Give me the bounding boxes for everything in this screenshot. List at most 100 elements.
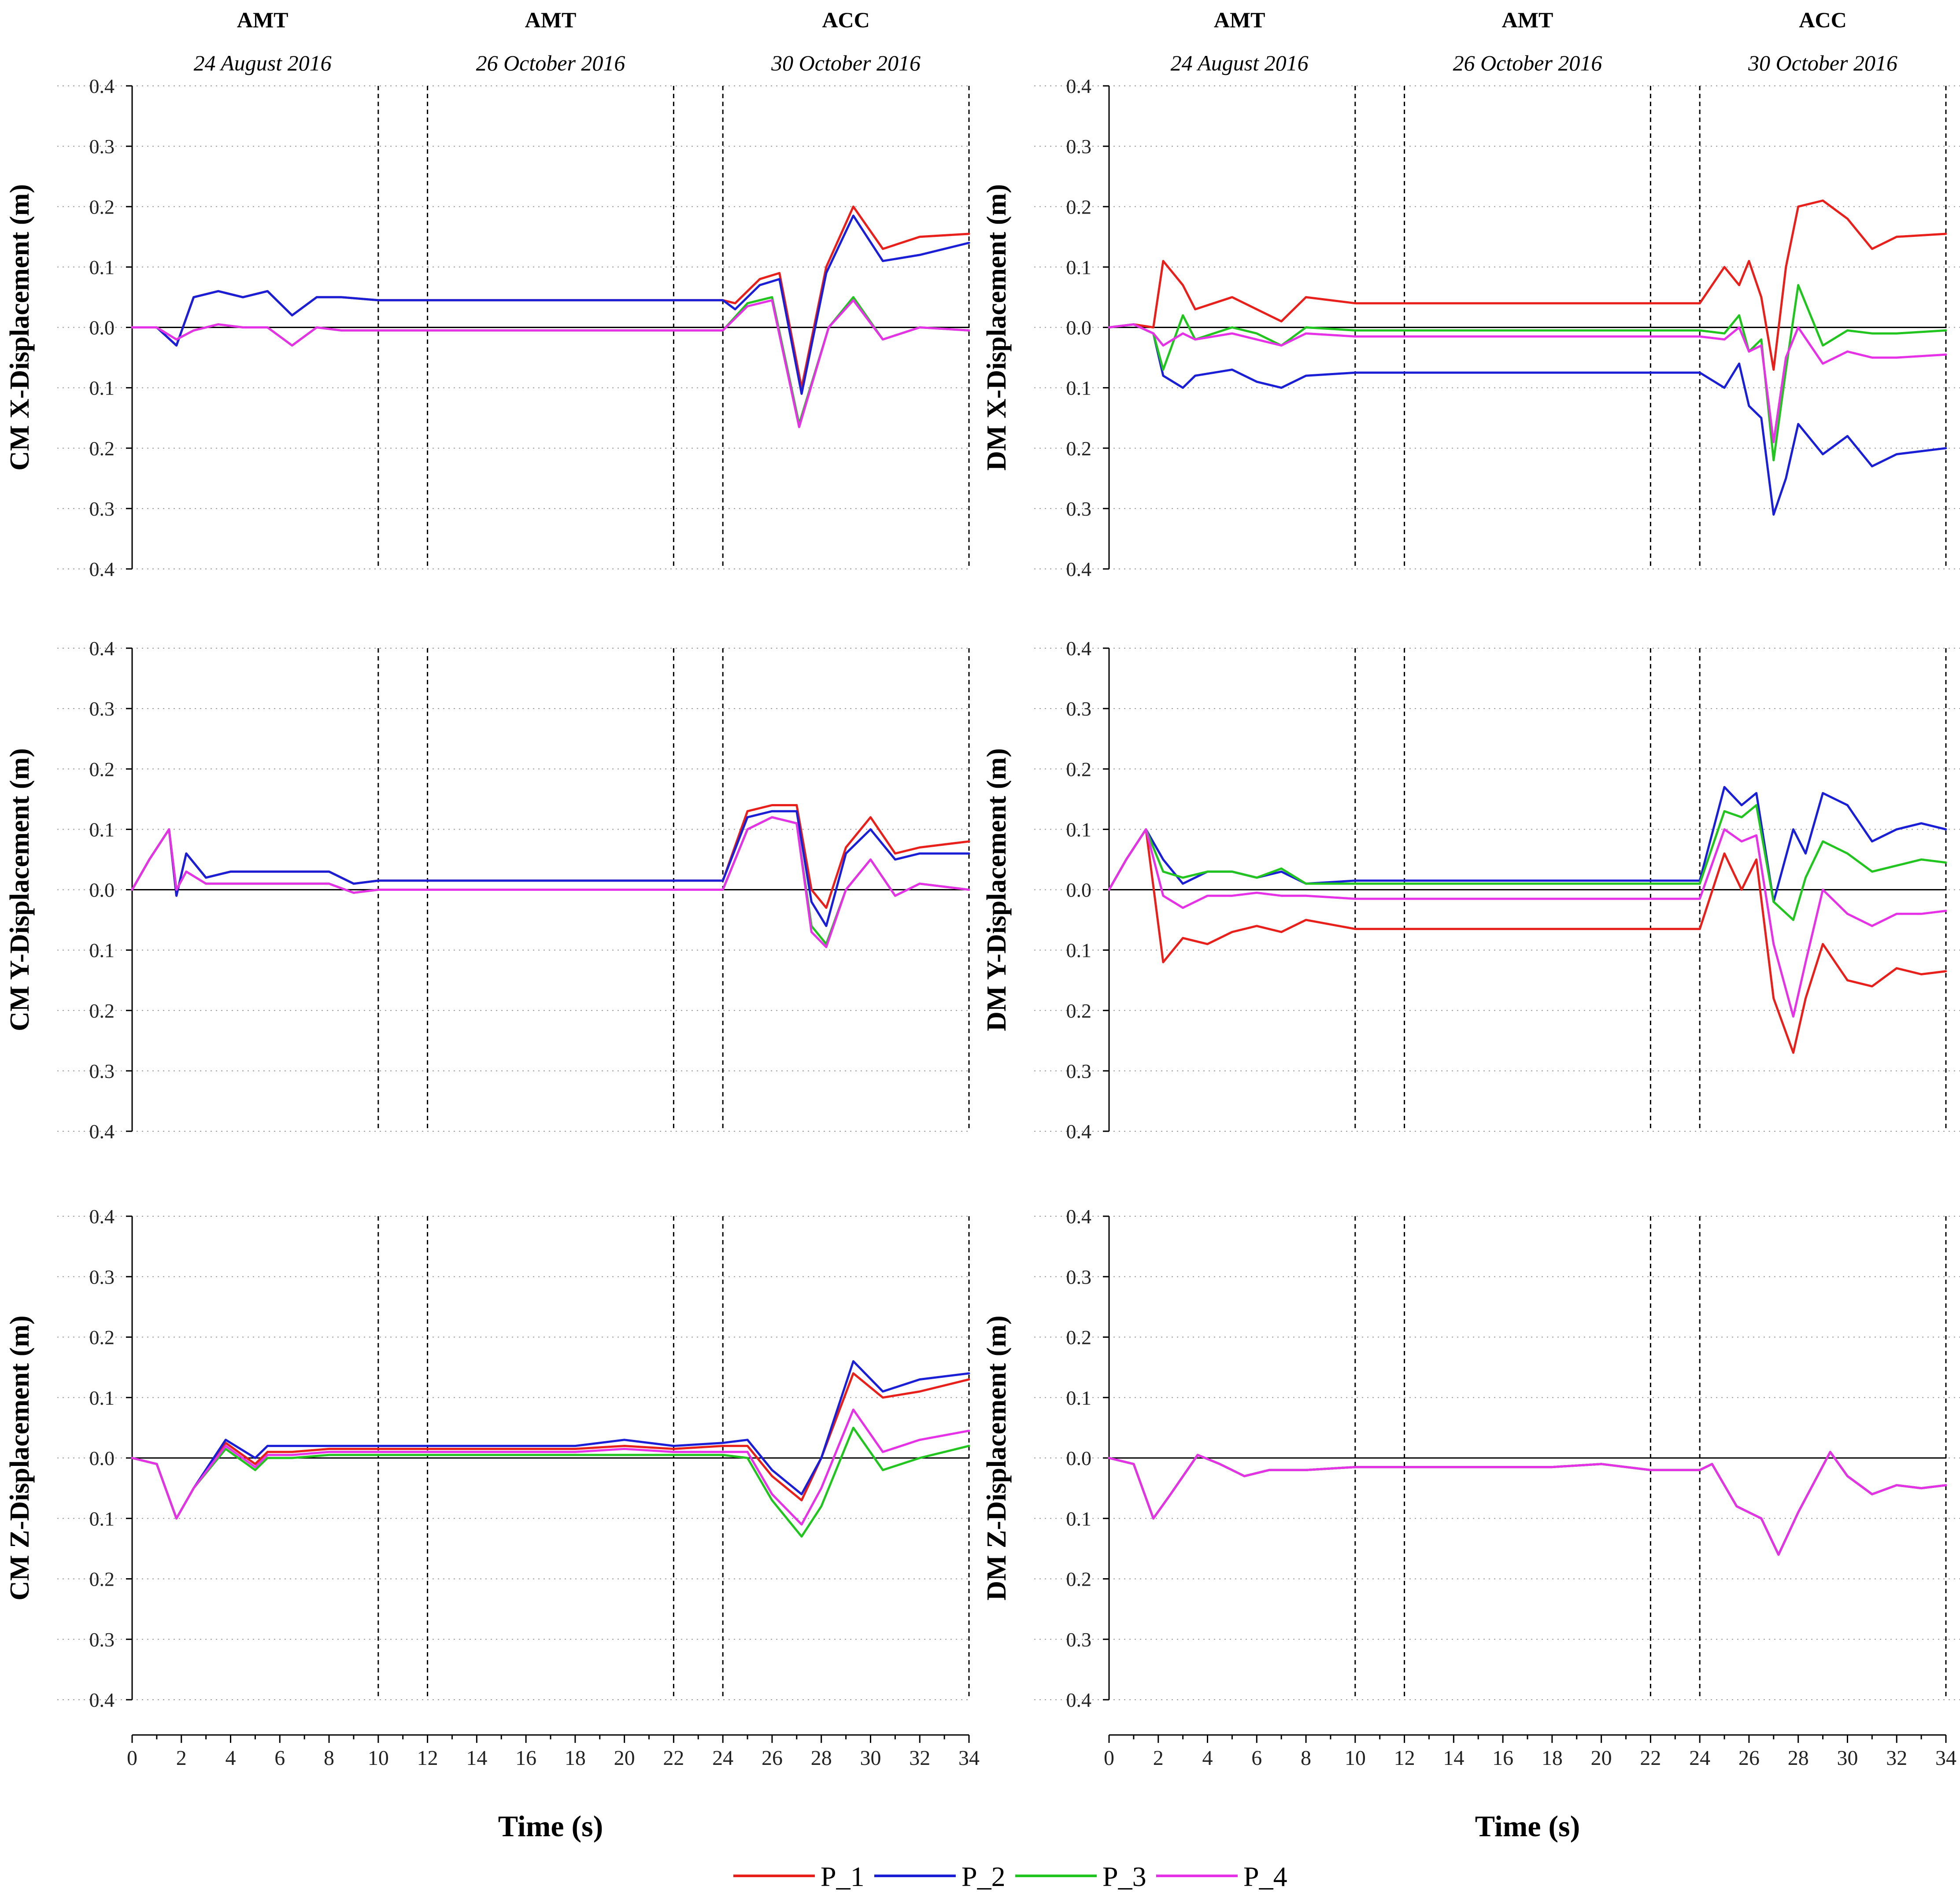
x-tick-label: 24 — [1689, 1746, 1710, 1770]
y-tick-label: 0.4 — [89, 1120, 115, 1143]
event-name: AMT — [525, 7, 577, 32]
x-tick-label: 0 — [1104, 1746, 1114, 1770]
event-name: ACC — [1799, 7, 1846, 32]
x-tick-label: 10 — [368, 1746, 389, 1770]
y-tick-label: 0.1 — [89, 818, 115, 841]
panel-cm-x: 0.4 0.3 0.2 0.1 0.0 0.1 0.2 0.3 0.4 CM X-Displace… — [5, 7, 970, 580]
event-name: AMT — [1502, 7, 1553, 32]
series-line-p1 — [131, 205, 970, 389]
x-tick-label: 14 — [1443, 1746, 1464, 1770]
series-line-p3 — [1108, 804, 1947, 921]
y-tick-label: 0.4 — [89, 75, 115, 97]
event-name: ACC — [822, 7, 869, 32]
y-tick-label: 0.2 — [1066, 1568, 1092, 1591]
x-tick-label: 6 — [274, 1746, 285, 1770]
x-tick-label: 14 — [466, 1746, 487, 1770]
series-line-p3 — [1108, 284, 1947, 461]
legend-entry-p3: P_3 — [1015, 1861, 1146, 1892]
y-tick-label: 0.4 — [89, 637, 115, 660]
y-tick-label: 0.4 — [1066, 558, 1092, 580]
event-date: 24 August 2016 — [194, 51, 332, 75]
y-tick-label: 0.3 — [89, 1266, 115, 1288]
series-line-p2 — [131, 810, 970, 927]
y-tick-label: 0.0 — [1066, 317, 1092, 339]
x-tick-label: 12 — [1394, 1746, 1415, 1770]
y-tick-label: 0.2 — [89, 1326, 115, 1349]
y-tick-label: 0.4 — [1066, 637, 1092, 660]
y-tick-label: 0.1 — [89, 377, 115, 399]
y-axis-label: CM Y-Displacement (m) — [5, 748, 35, 1031]
legend-entry-p1: P_1 — [733, 1861, 865, 1892]
x-tick-label: 26 — [762, 1746, 783, 1770]
event-date: 30 October 2016 — [1748, 51, 1897, 75]
y-tick-label: 0.3 — [1066, 1628, 1092, 1651]
series-line-p2 — [131, 1360, 970, 1520]
x-tick-label: 18 — [565, 1746, 586, 1770]
y-tick-label: 0.1 — [89, 1387, 115, 1409]
x-axis-label: Time (s) — [1475, 1809, 1580, 1843]
y-axis-label: DM Z-Displacement (m) — [982, 1315, 1012, 1600]
series-line-p1 — [1108, 199, 1947, 371]
x-tick-label: 30 — [1837, 1746, 1858, 1770]
y-tick-label: 0.3 — [1066, 498, 1092, 520]
y-tick-label: 0.2 — [89, 437, 115, 460]
y-tick-label: 0.1 — [1066, 1387, 1092, 1409]
series-line-p3 — [131, 296, 970, 425]
series-line-p2 — [1108, 323, 1947, 516]
y-tick-label: 0.4 — [89, 1205, 115, 1228]
y-tick-label: 0.2 — [1066, 758, 1092, 780]
x-tick-label: 32 — [909, 1746, 930, 1770]
y-tick-label: 0.2 — [89, 196, 115, 218]
x-tick-label: 16 — [515, 1746, 536, 1770]
y-tick-label: 0.1 — [89, 256, 115, 278]
y-tick-label: 0.1 — [89, 1507, 115, 1530]
series-line-p4 — [1108, 828, 1947, 1018]
legend-entry-p2: P_2 — [874, 1861, 1006, 1892]
y-tick-label: 0.4 — [1066, 75, 1092, 97]
legend-label: P_4 — [1243, 1861, 1287, 1892]
legend: P_1 P_2 P_3 P_4 — [733, 1861, 1287, 1892]
panel-dm-y: 0.4 0.3 0.2 0.1 0.0 0.1 0.2 0.3 0.4 DM Y-Displace… — [982, 637, 1960, 1143]
x-tick-label: 4 — [226, 1746, 236, 1770]
x-axis-label: Time (s) — [498, 1809, 603, 1843]
x-tick-label: 12 — [417, 1746, 438, 1770]
series-line-p3 — [131, 1426, 970, 1538]
x-tick-label: 6 — [1251, 1746, 1262, 1770]
event-date: 26 October 2016 — [476, 51, 625, 75]
y-tick-label: 0.3 — [89, 1628, 115, 1651]
panel-dm-z: 0.4 0.3 0.2 0.1 0.0 0.1 0.2 0.3 0.4 DM Z-Displace… — [982, 1205, 1960, 1843]
legend-entry-p4: P_4 — [1156, 1861, 1287, 1892]
y-tick-label: 0.2 — [1066, 1000, 1092, 1022]
x-tick-label: 22 — [1640, 1746, 1661, 1770]
x-tick-label: 20 — [614, 1746, 635, 1770]
panels: 0.4 0.3 0.2 0.1 0.0 0.1 0.2 0.3 0.4 CM X-Displace… — [5, 7, 1960, 1843]
series-line-p4 — [131, 1408, 970, 1526]
y-tick-label: 0.0 — [1066, 879, 1092, 901]
y-tick-label: 0.4 — [1066, 1120, 1092, 1143]
event-date: 24 August 2016 — [1171, 51, 1309, 75]
y-tick-label: 0.0 — [1066, 1447, 1092, 1469]
y-tick-label: 0.4 — [1066, 1205, 1092, 1228]
y-tick-label: 0.2 — [89, 1568, 115, 1591]
y-tick-label: 0.2 — [89, 1000, 115, 1022]
event-date: 30 October 2016 — [771, 51, 921, 75]
event-name: AMT — [237, 7, 288, 32]
y-tick-label: 0.1 — [89, 939, 115, 962]
x-tick-label: 32 — [1886, 1746, 1907, 1770]
x-tick-label: 8 — [1301, 1746, 1311, 1770]
y-tick-label: 0.4 — [1066, 1689, 1092, 1711]
y-tick-label: 0.3 — [89, 1060, 115, 1082]
y-tick-label: 0.3 — [1066, 698, 1092, 720]
legend-label: P_3 — [1102, 1861, 1146, 1892]
x-tick-label: 16 — [1492, 1746, 1513, 1770]
y-tick-label: 0.3 — [1066, 1060, 1092, 1082]
series-line-p1 — [1108, 828, 1947, 1054]
event-date: 26 October 2016 — [1453, 51, 1602, 75]
panel-cm-z: 0.4 0.3 0.2 0.1 0.0 0.1 0.2 0.3 0.4 CM Z-Displace… — [5, 1205, 980, 1843]
x-tick-label: 34 — [1935, 1746, 1956, 1770]
series-line-p4 — [1108, 1450, 1947, 1556]
y-tick-label: 0.1 — [1066, 1507, 1092, 1530]
x-tick-label: 2 — [1153, 1746, 1164, 1770]
x-tick-label: 34 — [958, 1746, 980, 1770]
